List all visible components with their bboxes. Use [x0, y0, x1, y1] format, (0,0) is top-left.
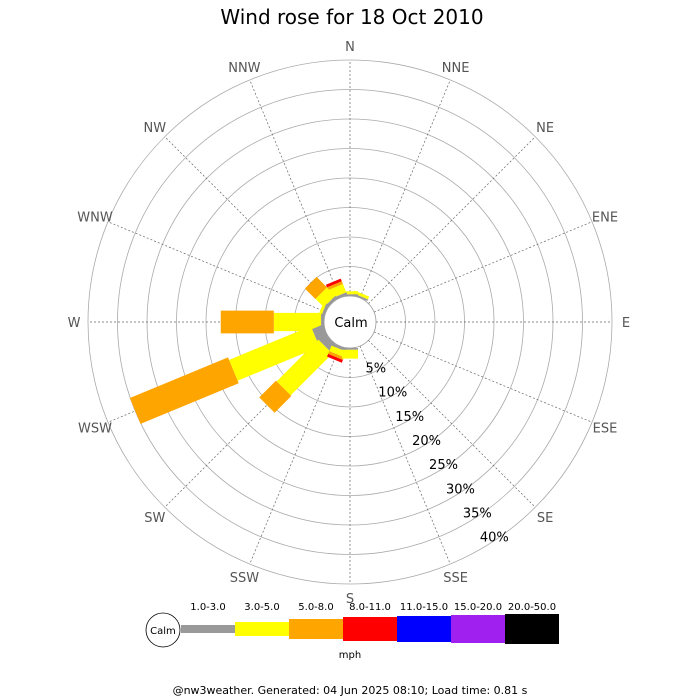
radial-label-30pct: 30%: [446, 482, 475, 497]
spoke-nne: [359, 79, 451, 299]
direction-label-ene: ENE: [592, 210, 618, 225]
petal-wsw-3.0-5.0: [229, 326, 320, 381]
legend-bar-5.0-8.0: [289, 619, 343, 639]
footer-text: @nw3weather. Generated: 04 Jun 2025 08:1…: [173, 684, 528, 697]
calm-circle: [323, 295, 377, 349]
legend-bar-8.0-11.0: [343, 617, 397, 641]
petal-sw-5.0-8.0: [259, 380, 292, 413]
petal-nnw-5.0-8.0: [327, 281, 343, 291]
radial-label-10pct: 10%: [378, 386, 407, 401]
direction-label-sw: SW: [144, 511, 165, 526]
legend-bar-20.0-50.0: [505, 614, 559, 644]
chart-title: Wind rose for 18 Oct 2010: [220, 5, 483, 29]
spoke-wnw: [107, 221, 327, 313]
legend-label-15.0-20.0: 15.0-20.0: [454, 602, 502, 613]
radial-percent-labels: 5% 10% 15% 20% 25% 30% 35% 40%: [366, 361, 509, 545]
petal-wsw-5.0-8.0: [129, 357, 239, 424]
legend-bar-11.0-15.0: [397, 616, 451, 642]
direction-label-nnw: NNW: [228, 61, 260, 76]
radial-label-15pct: 15%: [395, 410, 424, 425]
radial-label-40pct: 40%: [480, 531, 509, 546]
grid-circle: [87, 59, 613, 585]
spoke-nw: [164, 136, 332, 304]
spoke-nnw: [249, 79, 341, 299]
legend-label-3.0-5.0: 3.0-5.0: [244, 602, 279, 613]
legend-unit: mph: [339, 650, 361, 661]
calm-label: Calm: [334, 316, 367, 331]
petal-w-5.0-8.0: [220, 310, 274, 334]
direction-label-w: W: [68, 316, 81, 331]
legend-bar-15.0-20.0: [451, 615, 505, 643]
petal-nw-5.0-8.0: [304, 276, 328, 300]
direction-label-wnw: WNW: [77, 210, 113, 225]
spoke-ene: [373, 221, 593, 313]
direction-labels: N NNE NE ENE E ESE SE SSE S SSW SW WSW W WNW NW NNW: [68, 40, 631, 607]
radial-label-5pct: 5%: [366, 361, 387, 376]
petal-w-3.0-5.0: [273, 312, 322, 332]
radial-label-20pct: 20%: [412, 434, 441, 449]
petal-nnw-8.0-11.0: [325, 278, 342, 288]
direction-label-s: S: [346, 592, 354, 607]
wind-petals: [129, 276, 370, 424]
spoke-se: [368, 340, 536, 508]
spoke-sw: [164, 340, 332, 508]
direction-label-nne: NNE: [442, 61, 470, 76]
direction-label-wsw: WSW: [78, 422, 112, 437]
spoke-ne: [368, 136, 536, 304]
direction-label-ese: ESE: [593, 422, 618, 437]
legend-bars: 1.0-3.0 3.0-5.0 5.0-8.0 8.0-11.0 11.0-15.0 15…: [181, 602, 559, 644]
direction-label-ne: NE: [536, 121, 554, 136]
radial-label-35pct: 35%: [463, 506, 492, 521]
direction-label-sse: SSE: [443, 571, 468, 586]
direction-label-nw: NW: [144, 121, 167, 136]
legend-calm-circle: [145, 612, 181, 648]
legend-label-1.0-3.0: 1.0-3.0: [190, 602, 225, 613]
legend-bar-1.0-3.0: [181, 625, 235, 633]
petal-ssw-5.0-8.0: [328, 351, 345, 360]
spoke-ese: [373, 331, 593, 423]
petal-nw-3.0-5.0: [315, 287, 336, 308]
direction-label-n: N: [345, 40, 355, 55]
calm-center: Calm: [323, 295, 377, 349]
legend-calm-label: Calm: [150, 626, 176, 637]
petal-s-3.0-5.0: [342, 349, 358, 359]
speed-legend: Calm 1.0-3.0 3.0-5.0 5.0-8.0 8.0-11.0 11.0-1…: [145, 602, 559, 661]
spoke-sse: [359, 345, 451, 565]
petal-ssw-8.0-11.0: [327, 353, 343, 363]
direction-label-ssw: SSW: [230, 571, 260, 586]
legend-label-20.0-50.0: 20.0-50.0: [508, 602, 556, 613]
spoke-ssw: [249, 345, 341, 565]
direction-label-se: SE: [537, 511, 553, 526]
legend-bar-3.0-5.0: [235, 622, 289, 636]
petal-sw-3.0-5.0: [276, 339, 333, 396]
legend-label-8.0-11.0: 8.0-11.0: [349, 602, 391, 613]
petal-s-1.0-3.0: [342, 348, 358, 350]
direction-label-e: E: [622, 316, 630, 331]
grid-circle: [176, 148, 524, 496]
grid-circle: [117, 89, 583, 555]
legend-label-11.0-15.0: 11.0-15.0: [400, 602, 448, 613]
legend-label-5.0-8.0: 5.0-8.0: [298, 602, 333, 613]
radial-label-25pct: 25%: [429, 458, 458, 473]
